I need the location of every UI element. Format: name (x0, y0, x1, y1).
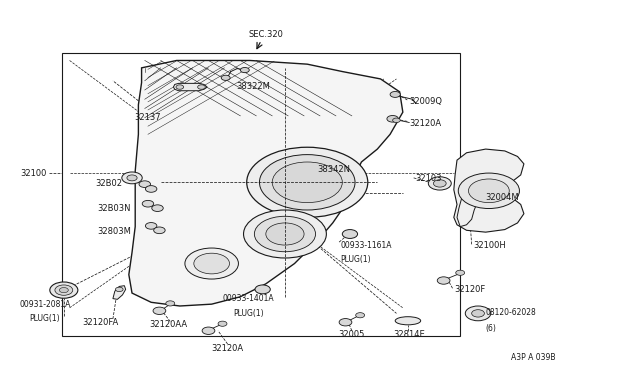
Text: 32137: 32137 (134, 113, 161, 122)
Circle shape (55, 285, 73, 295)
Circle shape (456, 270, 465, 275)
Text: SEC.320: SEC.320 (248, 30, 284, 39)
Text: PLUG(1): PLUG(1) (29, 314, 60, 323)
Ellipse shape (395, 317, 420, 325)
Circle shape (198, 85, 205, 89)
Circle shape (433, 180, 446, 187)
Circle shape (60, 288, 68, 293)
Text: PLUG(1): PLUG(1) (340, 255, 371, 264)
Circle shape (166, 301, 175, 306)
Circle shape (145, 222, 157, 229)
Text: 32120FA: 32120FA (82, 318, 118, 327)
Circle shape (342, 230, 358, 238)
Text: 32100H: 32100H (473, 241, 506, 250)
Circle shape (272, 162, 342, 203)
Circle shape (465, 306, 491, 321)
Circle shape (254, 216, 316, 252)
Circle shape (221, 75, 230, 80)
Text: 32005: 32005 (339, 330, 365, 339)
Circle shape (241, 67, 249, 73)
Circle shape (387, 115, 398, 122)
Circle shape (428, 177, 451, 190)
Circle shape (218, 321, 227, 326)
Circle shape (259, 155, 355, 210)
Text: 32120A: 32120A (409, 119, 442, 128)
Circle shape (458, 173, 520, 209)
Text: A3P A 039B: A3P A 039B (511, 353, 556, 362)
Polygon shape (173, 83, 207, 91)
Text: 08120-62028: 08120-62028 (486, 308, 536, 317)
Text: PLUG(1): PLUG(1) (234, 309, 264, 318)
Text: 32120AA: 32120AA (149, 320, 188, 329)
Circle shape (339, 318, 352, 326)
Circle shape (153, 307, 166, 314)
Circle shape (194, 253, 230, 274)
Circle shape (176, 85, 184, 89)
Text: 00933-1401A: 00933-1401A (223, 294, 275, 303)
Text: 32814E: 32814E (394, 330, 425, 339)
Text: 32B03N: 32B03N (97, 204, 131, 214)
Polygon shape (454, 149, 524, 232)
Circle shape (356, 312, 365, 318)
Text: (6): (6) (486, 324, 497, 333)
Circle shape (154, 227, 165, 234)
Text: 32120F: 32120F (454, 285, 485, 294)
Text: 38322M: 38322M (236, 82, 270, 91)
Circle shape (115, 287, 123, 292)
Text: 38342N: 38342N (317, 165, 350, 174)
Circle shape (468, 179, 509, 203)
Circle shape (185, 248, 239, 279)
Text: 00931-2081A: 00931-2081A (19, 300, 70, 310)
Circle shape (152, 205, 163, 211)
Circle shape (393, 118, 400, 122)
Text: 32004M: 32004M (486, 193, 519, 202)
Circle shape (472, 310, 484, 317)
Polygon shape (457, 189, 481, 227)
Text: 32100: 32100 (20, 169, 47, 177)
Circle shape (246, 147, 368, 217)
Circle shape (127, 175, 137, 181)
Circle shape (202, 327, 215, 334)
Circle shape (145, 186, 157, 192)
Text: 32103: 32103 (415, 174, 442, 183)
Circle shape (266, 223, 304, 245)
Circle shape (437, 277, 450, 284)
Circle shape (50, 282, 78, 298)
Text: 32B02: 32B02 (96, 179, 123, 187)
Polygon shape (113, 286, 125, 299)
Circle shape (122, 172, 142, 184)
Circle shape (244, 210, 326, 258)
Polygon shape (129, 61, 403, 306)
Text: 32120A: 32120A (212, 344, 244, 353)
Circle shape (139, 181, 150, 187)
Circle shape (255, 285, 270, 294)
Text: 32009Q: 32009Q (409, 97, 442, 106)
Circle shape (142, 201, 154, 207)
Text: 00933-1161A: 00933-1161A (340, 241, 392, 250)
Text: 32803M: 32803M (97, 227, 131, 235)
Circle shape (390, 92, 400, 97)
